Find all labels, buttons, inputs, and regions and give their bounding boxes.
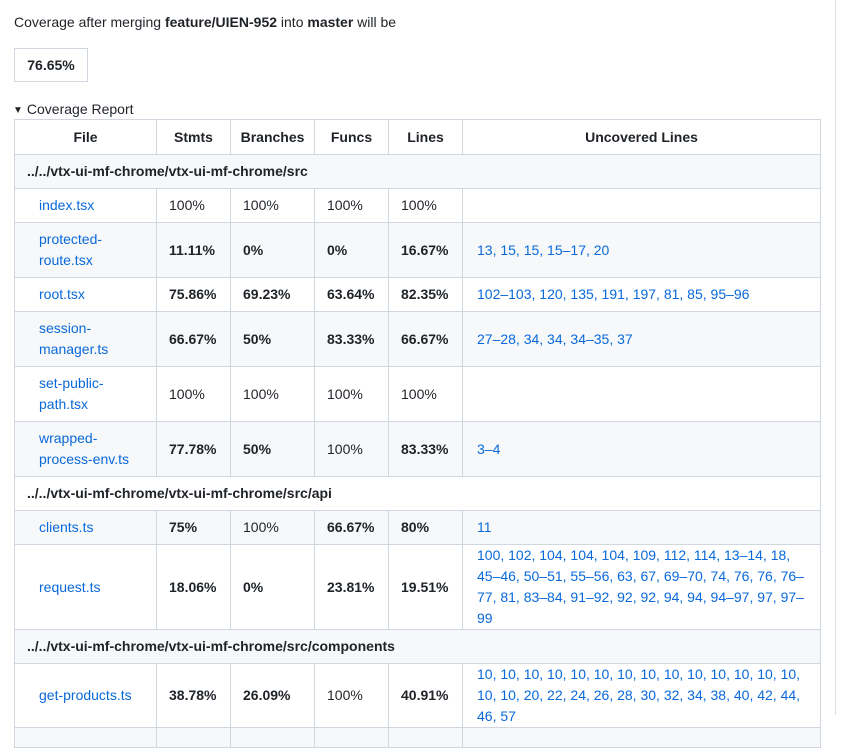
table-row: protected-route.tsx 11.11% 0% 0% 16.67% … — [14, 222, 821, 278]
funcs-cell: 63.64% — [314, 277, 389, 312]
lines-cell: 40.91% — [388, 663, 463, 728]
lines-cell: 83.33% — [388, 421, 463, 477]
lines-cell: 16.67% — [388, 222, 463, 278]
lines-cell: 66.67% — [388, 311, 463, 367]
funcs-cell: 100% — [314, 366, 389, 422]
intro-prefix: Coverage after merging — [14, 14, 165, 30]
file-link-line1[interactable]: protected- — [39, 231, 103, 247]
stmts-cell: 100% — [156, 366, 231, 422]
stmts-cell: 75.86% — [156, 277, 231, 312]
lines-cell: 80% — [388, 510, 463, 545]
branches-cell: 100% — [230, 188, 315, 223]
table-row: session-manager.ts 66.67% 50% 83.33% 66.… — [14, 311, 821, 367]
coverage-percent-box: 76.65% — [14, 48, 88, 82]
branches-cell: 100% — [230, 366, 315, 422]
uncovered-lines-cell[interactable] — [462, 366, 821, 422]
table-row: request.ts 18.06% 0% 23.81% 19.51% 100, … — [14, 544, 821, 630]
file-link[interactable]: protected-route.tsx — [14, 222, 157, 278]
stmts-cell: 38.78% — [156, 663, 231, 728]
source-branch: feature/UIEN-952 — [164, 14, 278, 30]
stmts-cell: 18.06% — [156, 544, 231, 630]
table-row: set-public-path.tsx 100% 100% 100% 100% — [14, 366, 821, 422]
file-link[interactable]: set-public-path.tsx — [14, 366, 157, 422]
stmts-cell: 75% — [156, 510, 231, 545]
header-file: File — [14, 119, 157, 155]
panel-divider — [835, 0, 836, 715]
file-link[interactable]: wrapped-process-env.ts — [14, 421, 157, 477]
table-row-partial — [14, 727, 821, 748]
file-link-line2[interactable]: manager.ts — [39, 341, 109, 357]
uncovered-lines-cell[interactable]: 13, 15, 15, 15–17, 20 — [462, 222, 821, 278]
file-link-line1[interactable]: wrapped- — [39, 430, 98, 446]
file-link[interactable]: index.tsx — [39, 197, 95, 213]
funcs-cell: 100% — [314, 663, 389, 728]
funcs-cell: 100% — [314, 188, 389, 223]
branches-cell: 50% — [230, 311, 315, 367]
uncovered-lines-cell[interactable]: 102–103, 120, 135, 191, 197, 81, 85, 95–… — [462, 277, 821, 312]
file-link[interactable]: session-manager.ts — [14, 311, 157, 367]
lines-cell: 82.35% — [388, 277, 463, 312]
coverage-table: File Stmts Branches Funcs Lines Uncovere… — [14, 119, 821, 748]
uncovered-lines-cell[interactable]: 100, 102, 104, 104, 104, 109, 112, 114, … — [462, 544, 821, 630]
coverage-report-label: Coverage Report — [26, 101, 134, 117]
uncovered-lines-cell[interactable]: 27–28, 34, 34, 34–35, 37 — [462, 311, 821, 367]
header-lines: Lines — [388, 119, 463, 155]
coverage-intro: Coverage after merging feature/UIEN-952 … — [14, 12, 396, 32]
file-link[interactable]: root.tsx — [39, 286, 85, 302]
header-stmts: Stmts — [156, 119, 231, 155]
header-branches: Branches — [230, 119, 315, 155]
table-row: wrapped-process-env.ts 77.78% 50% 100% 8… — [14, 421, 821, 477]
directory-path: ../../vtx-ui-mf-chrome/vtx-ui-mf-chrome/… — [14, 476, 821, 511]
table-row: clients.ts 75% 100% 66.67% 80% 11 — [14, 510, 821, 545]
triangle-down-icon: ▼ — [13, 105, 23, 116]
uncovered-lines-cell[interactable]: 11 — [462, 510, 821, 545]
header-uncovered-lines: Uncovered Lines — [462, 119, 821, 155]
funcs-cell: 23.81% — [314, 544, 389, 630]
table-header-row: File Stmts Branches Funcs Lines Uncovere… — [14, 119, 821, 155]
header-funcs: Funcs — [314, 119, 389, 155]
file-link[interactable]: request.ts — [39, 578, 101, 595]
lines-cell: 100% — [388, 188, 463, 223]
intro-middle: into — [277, 14, 308, 30]
file-link-line2[interactable]: process-env.ts — [39, 451, 129, 467]
funcs-cell: 83.33% — [314, 311, 389, 367]
file-link-line2[interactable]: route.tsx — [39, 252, 93, 268]
coverage-percent: 76.65% — [27, 57, 75, 73]
file-link[interactable]: clients.ts — [39, 519, 94, 535]
file-link[interactable]: get-products.ts — [39, 687, 132, 703]
file-link-line1[interactable]: session- — [39, 320, 92, 336]
funcs-cell: 0% — [314, 222, 389, 278]
uncovered-lines-cell[interactable]: 10, 10, 10, 10, 10, 10, 10, 10, 10, 10, … — [462, 663, 821, 728]
branches-cell: 69.23% — [230, 277, 315, 312]
directory-path: ../../vtx-ui-mf-chrome/vtx-ui-mf-chrome/… — [14, 154, 821, 189]
directory-row: ../../vtx-ui-mf-chrome/vtx-ui-mf-chrome/… — [14, 629, 821, 664]
stmts-cell: 66.67% — [156, 311, 231, 367]
lines-cell: 100% — [388, 366, 463, 422]
branches-cell: 26.09% — [230, 663, 315, 728]
branches-cell: 100% — [230, 510, 315, 545]
target-branch: master — [307, 14, 354, 30]
stmts-cell: 100% — [156, 188, 231, 223]
funcs-cell: 100% — [314, 421, 389, 477]
table-row: get-products.ts 38.78% 26.09% 100% 40.91… — [14, 663, 821, 728]
file-link-line2[interactable]: path.tsx — [39, 396, 89, 412]
branches-cell: 50% — [230, 421, 315, 477]
table-row: root.tsx 75.86% 69.23% 63.64% 82.35% 102… — [14, 277, 821, 312]
stmts-cell: 77.78% — [156, 421, 231, 477]
uncovered-lines-cell[interactable]: 3–4 — [462, 421, 821, 477]
uncovered-lines-cell[interactable] — [462, 188, 821, 223]
directory-row: ../../vtx-ui-mf-chrome/vtx-ui-mf-chrome/… — [14, 476, 821, 511]
branches-cell: 0% — [230, 544, 315, 630]
funcs-cell: 66.67% — [314, 510, 389, 545]
table-row: index.tsx 100% 100% 100% 100% — [14, 188, 821, 223]
intro-suffix: will be — [353, 14, 397, 30]
lines-cell: 19.51% — [388, 544, 463, 630]
stmts-cell: 11.11% — [156, 222, 231, 278]
directory-path: ../../vtx-ui-mf-chrome/vtx-ui-mf-chrome/… — [14, 629, 821, 664]
branches-cell: 0% — [230, 222, 315, 278]
coverage-report-toggle[interactable]: ▼ Coverage Report — [13, 100, 134, 121]
directory-row: ../../vtx-ui-mf-chrome/vtx-ui-mf-chrome/… — [14, 154, 821, 189]
file-link-line1[interactable]: set-public- — [39, 375, 104, 391]
